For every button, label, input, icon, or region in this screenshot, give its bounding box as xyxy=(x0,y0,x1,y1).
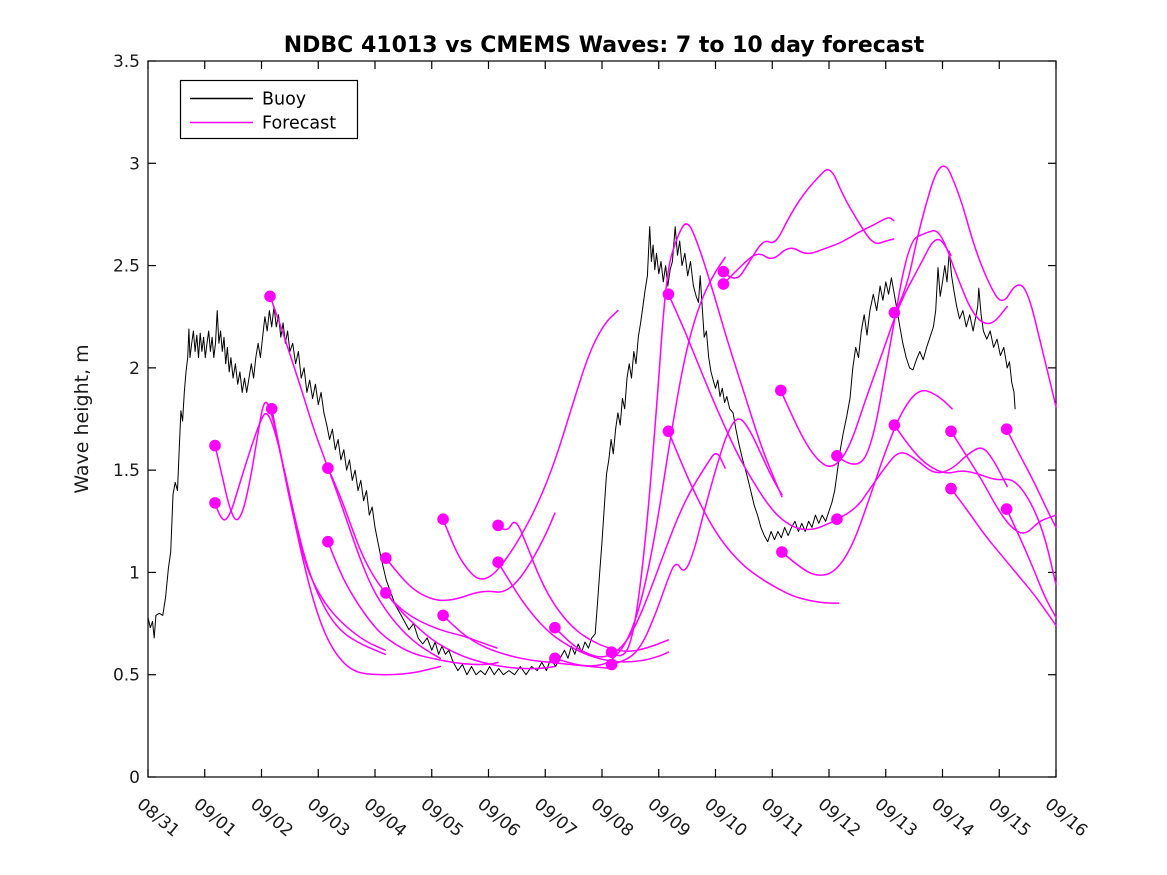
forecast-segment-line xyxy=(214,412,386,656)
forecast-segment-line xyxy=(327,540,499,666)
y-tick-label: 0.5 xyxy=(113,666,140,686)
forecast-segment-line xyxy=(554,256,726,667)
forecast-start-dot xyxy=(380,587,392,599)
x-tick-label: 09/14 xyxy=(927,795,977,842)
legend-forecast-label: Forecast xyxy=(262,114,336,134)
forecast-segment-line xyxy=(497,521,670,652)
forecast-start-dot xyxy=(662,288,675,301)
forecast-segment-line xyxy=(554,453,726,658)
forecast-start-dot xyxy=(492,519,504,532)
forecast-segment-line xyxy=(214,401,386,651)
buoy-line xyxy=(147,226,1016,676)
forecast-start-dot xyxy=(945,482,957,495)
forecast-start-dot xyxy=(776,546,788,558)
forecast-start-dot xyxy=(209,497,221,509)
forecast-start-dot xyxy=(888,419,901,431)
x-tick-label: 09/10 xyxy=(700,795,750,842)
forecast-segment-line xyxy=(781,389,953,576)
forecast-segment-line xyxy=(1005,428,1057,529)
forecast-start-dot xyxy=(662,425,675,438)
x-tick-label: 09/11 xyxy=(757,795,807,842)
forecast-segment-line xyxy=(610,418,783,666)
forecast-start-dot xyxy=(322,535,334,548)
forecast-start-dot xyxy=(322,462,334,474)
forecast-start-dot xyxy=(605,646,618,658)
forecast-start-dot xyxy=(831,450,843,462)
x-tick-label: 08/31 xyxy=(133,795,183,842)
forecast-start-dot xyxy=(775,384,787,397)
forecast-segment-line xyxy=(269,295,442,660)
forecast-segment-line xyxy=(722,169,895,279)
forecast-segment-line xyxy=(1005,508,1057,619)
x-tick-label: 09/12 xyxy=(814,795,864,842)
forecast-segment-line xyxy=(385,512,556,602)
y-tick-label: 2 xyxy=(129,359,140,379)
x-tick-label: 09/03 xyxy=(303,795,353,842)
forecast-start-dot xyxy=(209,439,221,452)
forecast-segment-line xyxy=(442,614,615,670)
forecast-start-dot xyxy=(945,425,957,438)
forecast-start-dot xyxy=(549,621,561,634)
forecast-segment-line xyxy=(780,238,952,468)
forecast-segment-line xyxy=(893,424,1057,586)
forecast-start-dot xyxy=(492,556,504,568)
y-tick-label: 3 xyxy=(129,154,140,174)
x-tick-label: 09/13 xyxy=(871,795,921,842)
x-tick-label: 09/01 xyxy=(190,795,240,842)
y-tick-label: 0 xyxy=(129,768,140,788)
forecast-start-dot xyxy=(264,290,276,303)
x-tick-label: 09/16 xyxy=(1041,795,1091,842)
y-tick-label: 3.5 xyxy=(113,52,140,72)
forecast-start-dot xyxy=(717,278,730,290)
forecast-segment-line xyxy=(950,487,1057,627)
forecast-segment-line xyxy=(327,467,498,649)
x-tick-label: 09/09 xyxy=(644,795,694,842)
y-tick-label: 1.5 xyxy=(113,461,140,481)
plot-area: 08/31 09/01 09/02 09/03 09/04 09/05 09/06 09/07… xyxy=(113,52,1091,841)
forecast-segment-line xyxy=(270,408,442,676)
forecast-start-dot xyxy=(437,513,449,525)
forecast-segment-line xyxy=(667,293,840,531)
forecast-segment-line xyxy=(442,309,619,580)
forecast-segment-line xyxy=(722,217,895,285)
forecast-segment-line xyxy=(497,561,670,663)
chart-title: NDBC 41013 vs CMEMS Waves: 7 to 10 day f… xyxy=(284,33,925,58)
legend-box xyxy=(179,79,359,140)
forecast-start-dot xyxy=(888,306,901,319)
forecast-segment-line xyxy=(385,592,556,670)
forecast-segment-line xyxy=(893,165,1057,408)
forecast-start-dot xyxy=(549,652,561,665)
y-tick-label: 1 xyxy=(129,563,140,583)
x-tick-label: 09/15 xyxy=(984,795,1034,842)
y-tick-label: 2.5 xyxy=(113,257,140,277)
forecast-start-dot xyxy=(265,403,278,415)
legend: Buoy Forecast xyxy=(179,79,359,140)
forecast-start-dot xyxy=(605,658,618,671)
forecast-segment-line xyxy=(836,229,1008,465)
forecast-segment-line xyxy=(836,447,1008,520)
x-tick-label: 09/05 xyxy=(417,795,467,842)
forecast-start-dot xyxy=(1000,503,1013,515)
x-tick-label: 09/07 xyxy=(530,795,580,842)
forecast-segment-line xyxy=(950,430,1057,534)
y-axis-label: Wave height, m xyxy=(71,344,93,493)
forecast-start-dot xyxy=(831,513,843,525)
forecast-start-dot xyxy=(1000,423,1013,436)
forecast-segment-line xyxy=(610,223,783,657)
axes-box xyxy=(147,60,1057,778)
x-tick-label: 09/04 xyxy=(360,795,410,842)
forecast-segment-line xyxy=(667,430,840,604)
forecast-start-dot xyxy=(380,552,392,564)
forecast-start-dot xyxy=(717,265,730,278)
forecast-start-dot xyxy=(437,609,449,622)
x-tick-label: 09/08 xyxy=(587,795,637,842)
x-tick-label: 09/06 xyxy=(473,795,523,842)
x-tick-label: 09/02 xyxy=(246,795,296,842)
legend-buoy-label: Buoy xyxy=(262,90,306,110)
